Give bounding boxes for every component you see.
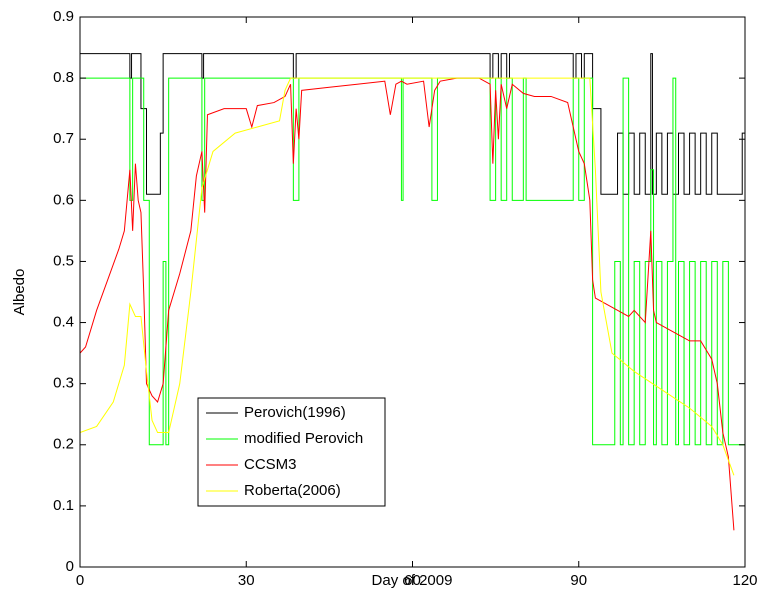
y-tick-label: 0.3	[53, 375, 74, 392]
y-tick-label: 0.5	[53, 252, 74, 269]
legend-box	[197, 397, 386, 507]
y-axis-label: Albedo	[11, 269, 28, 316]
y-tick-label: 0	[66, 558, 74, 575]
series-line	[80, 77, 735, 531]
series-line	[80, 53, 745, 195]
x-tick-label: 60	[404, 572, 421, 589]
y-tick-label: 0.6	[53, 191, 74, 208]
x-tick-label: 0	[76, 572, 84, 589]
y-tick-label: 0.7	[53, 130, 74, 147]
y-tick-label: 0.9	[53, 8, 74, 25]
x-tick-label: 120	[732, 572, 757, 589]
legend-label: Roberta(2006)	[244, 482, 341, 499]
x-tick-label: 30	[238, 572, 255, 589]
legend-label: Perovich(1996)	[244, 404, 346, 421]
x-tick-label: 90	[570, 572, 587, 589]
legend-label: CCSM3	[244, 456, 297, 473]
series-line	[80, 77, 735, 476]
x-axis-label: Day of 2009	[372, 572, 453, 589]
y-tick-label: 0.8	[53, 69, 74, 86]
y-tick-label: 0.4	[53, 314, 74, 331]
y-tick-label: 0.2	[53, 436, 74, 453]
legend-label: modified Perovich	[244, 430, 363, 447]
y-tick-label: 0.1	[53, 497, 74, 514]
